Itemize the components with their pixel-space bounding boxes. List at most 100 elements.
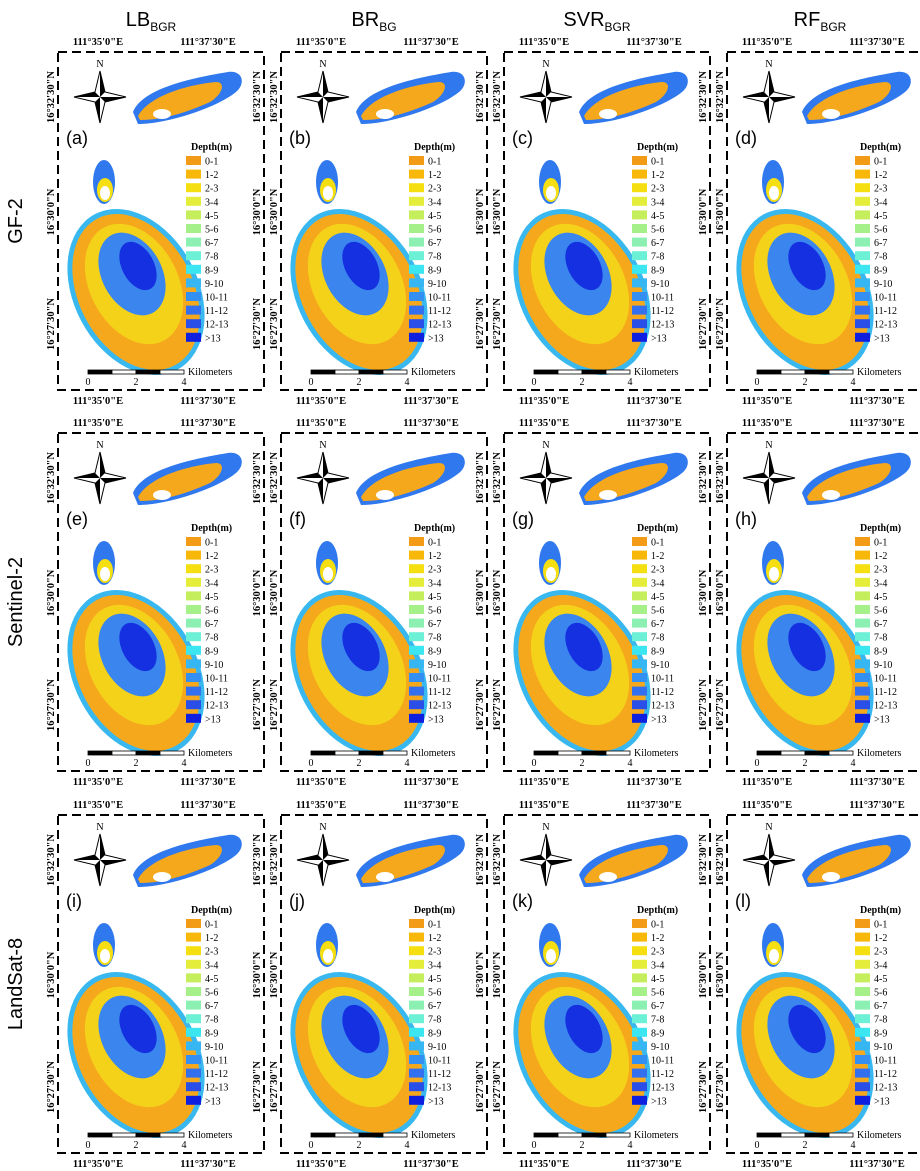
legend-label: 0-1 [428,538,441,549]
legend-swatch [186,1014,201,1024]
lat-label: 16°27'30"N [475,1061,486,1113]
north-label: N [542,822,549,833]
scale-tick: 0 [532,377,537,388]
legend-label: 6-7 [651,619,664,630]
legend-label: 11-12 [428,1069,451,1080]
scale-tick: 0 [309,1140,314,1151]
legend-swatch [186,577,201,587]
map-frame [57,432,265,772]
legend-swatch [632,932,647,942]
legend-label: 0-1 [205,920,218,931]
legend-label: 4-5 [205,211,218,222]
scale-tick: 4 [851,377,856,388]
legend-swatch [855,1095,870,1105]
legend-swatch [632,591,647,601]
column-header: SVRBGR [563,9,630,34]
lat-label: 16°30'0"N [492,188,503,235]
map-panel: 111°35'0"E 111°35'0"E 111°37'30"E 111°37'30… [715,418,920,788]
legend-label: >13 [205,1096,221,1107]
column-name: BR [351,9,379,31]
map-frame [726,814,920,1154]
legend-swatch [186,169,201,179]
legend-label: 4-5 [205,592,218,603]
island-core [153,872,171,882]
legend-label: 8-9 [428,265,441,276]
lon-label: 111°35'0"E [519,418,569,429]
legend-swatch [186,946,201,956]
legend-swatch [855,686,870,696]
map-panel: 111°35'0"E 111°35'0"E 111°37'30"E 111°37'30… [269,37,488,407]
north-label: N [319,822,326,833]
north-arrow: N [519,440,573,505]
legend-swatch [409,169,424,179]
column-name: LB [126,9,150,31]
island-core [546,567,556,581]
legend-label: 5-6 [874,225,887,236]
column-subscript: BG [379,20,396,34]
legend-swatch [632,332,647,342]
legend-swatch [186,673,201,682]
atoll-deep [119,622,157,672]
legend-label: 8-9 [205,1028,218,1039]
legend-swatch [409,946,424,956]
legend-swatch [409,577,424,587]
scale-segment [334,750,360,756]
scale-segment [310,1132,336,1138]
legend-swatch [186,156,201,165]
lon-label: 111°35'0"E [742,418,792,429]
panel-label: (e) [66,509,88,529]
legend-label: 5-6 [428,606,441,617]
scale-segment [828,750,854,756]
map-frame [726,432,920,772]
legend-swatch [186,210,201,220]
column-subscript: BGR [150,20,176,34]
legend-swatch [632,169,647,179]
legend-label: 12-13 [651,320,674,331]
scale-tick: 0 [86,377,91,388]
lat-label: 16°27'30"N [269,298,280,350]
lon-label: 111°37'30"E [849,777,905,788]
legend-swatch [632,700,647,710]
legend-label: 4-5 [651,211,664,222]
scale-segment [111,1132,137,1138]
lon-label: 111°35'0"E [73,418,123,429]
legend-label: 6-7 [428,238,441,249]
legend-label: 1-2 [428,551,441,562]
legend-swatch [855,292,870,301]
map-panel: 111°35'0"E 111°35'0"E 111°37'30"E 111°37'30… [46,418,265,788]
island-core [822,872,840,882]
legend-label: 5-6 [874,988,887,999]
legend-label: 7-8 [205,1015,218,1026]
scale-tick: 4 [182,1140,187,1151]
legend-swatch [409,632,424,642]
lon-label: 111°37'30"E [403,396,459,407]
legend-swatch [632,1014,647,1024]
legend-swatch [855,700,870,710]
lon-label: 111°37'30"E [626,777,682,788]
atoll-deep [119,241,157,291]
legend-label: 1-2 [651,933,664,944]
lat-label: 16°32'30"N [252,834,263,886]
lon-label: 111°37'30"E [849,800,905,811]
scale-segment [756,369,782,375]
legend-label: 8-9 [874,265,887,276]
legend-label: 4-5 [428,974,441,985]
island-core [323,567,333,581]
lon-label: 111°37'30"E [403,1159,459,1170]
north-arrow: N [296,822,350,887]
lat-label: 16°30'0"N [269,569,280,616]
legend-label: 7-8 [874,252,887,263]
legend-label: 7-8 [428,252,441,263]
lat-label: 16°30'0"N [475,569,486,616]
map-frame [503,432,711,772]
north-label: N [96,59,103,70]
atoll-deep [342,241,380,291]
legend-swatch [855,577,870,587]
scale-segment [159,750,185,756]
legend-label: 7-8 [205,633,218,644]
scale-tick: 4 [405,1140,410,1151]
scale-tick: 2 [580,377,585,388]
legend-swatch [632,1000,647,1010]
legend-label: 6-7 [874,619,887,630]
legend-label: >13 [651,714,667,725]
